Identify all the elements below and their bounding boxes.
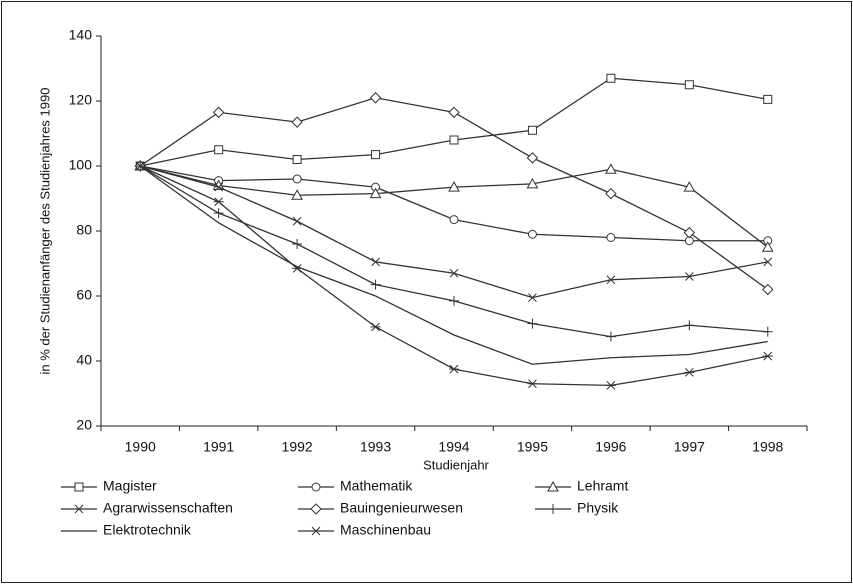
y-axis-label: in % der Studienanfänger des Studienjahr… — [37, 88, 52, 375]
marker — [527, 379, 538, 389]
marker — [291, 116, 303, 128]
marker — [292, 174, 302, 184]
marker — [606, 73, 616, 83]
marker — [763, 94, 773, 104]
marker — [763, 257, 773, 267]
marker — [762, 283, 774, 296]
x-axis-label: Studienjahr — [423, 457, 489, 472]
marker — [547, 480, 559, 492]
x-tick-label: 1997 — [674, 439, 705, 455]
marker — [761, 241, 774, 252]
marker — [605, 163, 617, 174]
marker — [291, 189, 303, 200]
x-tick-label: 1993 — [360, 439, 391, 455]
marker — [605, 331, 616, 342]
marker — [292, 264, 303, 273]
marker — [369, 187, 382, 199]
y-tick-label: 80 — [76, 222, 92, 238]
marker — [605, 381, 616, 390]
marker — [449, 268, 459, 278]
marker — [527, 318, 538, 329]
marker — [292, 239, 303, 249]
marker — [683, 226, 696, 239]
legend-label: Physik — [577, 500, 619, 516]
marker — [605, 187, 617, 200]
y-tick-label: 140 — [69, 27, 93, 43]
x-tick-label: 1994 — [438, 439, 469, 455]
x-tick-label: 1995 — [517, 439, 548, 455]
x-tick-label: 1992 — [282, 439, 313, 455]
marker — [449, 215, 459, 225]
marker — [527, 229, 537, 239]
marker — [212, 106, 225, 119]
legend-label: Agrarwissenschaften — [103, 500, 233, 516]
marker — [370, 279, 381, 290]
marker — [449, 364, 459, 374]
marker — [214, 182, 224, 192]
marker — [527, 125, 537, 135]
marker — [762, 351, 773, 361]
marker — [683, 181, 696, 192]
marker — [526, 152, 539, 164]
marker — [526, 177, 539, 189]
y-tick-label: 120 — [69, 92, 93, 108]
marker — [369, 92, 382, 104]
legend-label: Lehramt — [577, 478, 628, 494]
marker — [548, 504, 558, 514]
marker — [528, 293, 537, 302]
marker — [448, 181, 460, 192]
marker — [292, 216, 302, 226]
marker — [74, 504, 84, 514]
legend-label: Magister — [103, 478, 157, 494]
x-tick-label: 1991 — [203, 439, 234, 455]
x-tick-label: 1990 — [125, 439, 156, 455]
marker — [371, 150, 381, 160]
marker — [213, 197, 224, 207]
x-tick-label: 1998 — [752, 439, 783, 455]
marker — [311, 526, 321, 536]
y-tick-label: 60 — [76, 287, 92, 303]
marker — [310, 503, 322, 515]
marker — [449, 295, 459, 306]
marker — [214, 145, 224, 155]
series-line — [139, 165, 768, 365]
legend-label: Bauingenieurwesen — [340, 500, 463, 516]
legend-label: Maschinenbau — [340, 522, 431, 538]
marker — [371, 257, 380, 267]
marker — [606, 233, 616, 242]
marker — [370, 322, 381, 332]
marker — [292, 155, 302, 164]
marker — [449, 135, 459, 145]
marker — [762, 326, 773, 337]
y-tick-label: 20 — [76, 417, 92, 433]
marker — [74, 482, 84, 492]
marker — [311, 482, 321, 492]
marker — [684, 80, 694, 90]
marker — [684, 272, 694, 281]
marker — [135, 161, 146, 171]
y-tick-label: 100 — [69, 157, 93, 173]
legend-label: Mathematik — [340, 478, 413, 494]
marker — [448, 106, 460, 119]
y-tick-label: 40 — [76, 352, 92, 368]
marker — [606, 275, 616, 285]
legend-label: Elektrotechnik — [103, 522, 192, 538]
marker — [684, 368, 695, 377]
marker — [213, 208, 224, 219]
marker — [684, 320, 695, 331]
x-tick-label: 1996 — [595, 439, 626, 455]
